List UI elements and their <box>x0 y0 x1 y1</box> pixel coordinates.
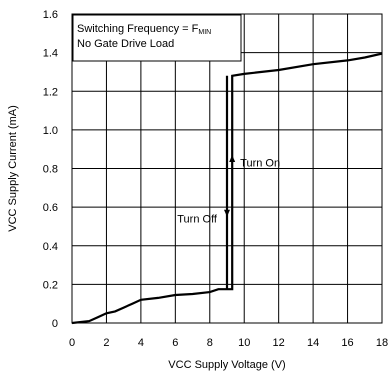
y-tick-label-5: 1.0 <box>43 125 58 137</box>
y-tick-label-4: 0.8 <box>43 164 58 176</box>
annotation-arrowhead-1 <box>224 209 230 217</box>
x-tick-label-5: 10 <box>238 337 250 349</box>
y-tick-label-1: 0.2 <box>43 279 58 291</box>
y-tick-label-7: 1.4 <box>43 48 58 60</box>
x-tick-label-6: 12 <box>273 337 285 349</box>
y-tick-label-8: 1.6 <box>43 9 58 21</box>
annotation-layer: Turn On Turn Off <box>177 139 280 227</box>
x-axis-title: VCC Supply Voltage (V) <box>168 359 285 371</box>
legend-line-frequency-main: Switching Frequency = F <box>77 23 199 35</box>
y-tick-label-6: 1.2 <box>43 86 58 98</box>
annotation-label-turn-on: Turn On <box>240 158 280 170</box>
legend-line-frequency-subscript: MIN <box>198 29 211 36</box>
x-tick-labels: 0 2 4 6 8 10 12 14 16 18 <box>69 337 388 349</box>
x-tick-label-7: 14 <box>307 337 319 349</box>
x-tick-label-0: 0 <box>69 337 75 349</box>
legend-line-frequency: Switching Frequency = FMIN <box>77 23 211 36</box>
y-tick-label-3: 0.6 <box>43 202 58 214</box>
x-tick-label-1: 2 <box>103 337 109 349</box>
y-tick-labels: 0 0.2 0.4 0.6 0.8 1.0 1.2 1.4 1.6 <box>43 9 58 330</box>
x-tick-label-8: 16 <box>341 337 353 349</box>
legend-box: Switching Frequency = FMIN No Gate Drive… <box>72 14 242 62</box>
x-tick-label-3: 6 <box>172 337 178 349</box>
x-tick-label-9: 18 <box>376 337 388 349</box>
y-tick-label-2: 0.4 <box>43 241 58 253</box>
series-line-0 <box>71 52 383 325</box>
x-tick-label-4: 8 <box>207 337 213 349</box>
legend-line-load: No Gate Drive Load <box>77 38 174 50</box>
y-tick-label-0: 0 <box>52 318 58 330</box>
annotation-label-turn-off: Turn Off <box>177 214 218 226</box>
y-axis-title: VCC Supply Current (mA) <box>7 105 19 232</box>
plot-frame <box>71 13 383 324</box>
x-tick-label-2: 4 <box>138 337 144 349</box>
annotation-arrowhead-0 <box>229 154 236 162</box>
